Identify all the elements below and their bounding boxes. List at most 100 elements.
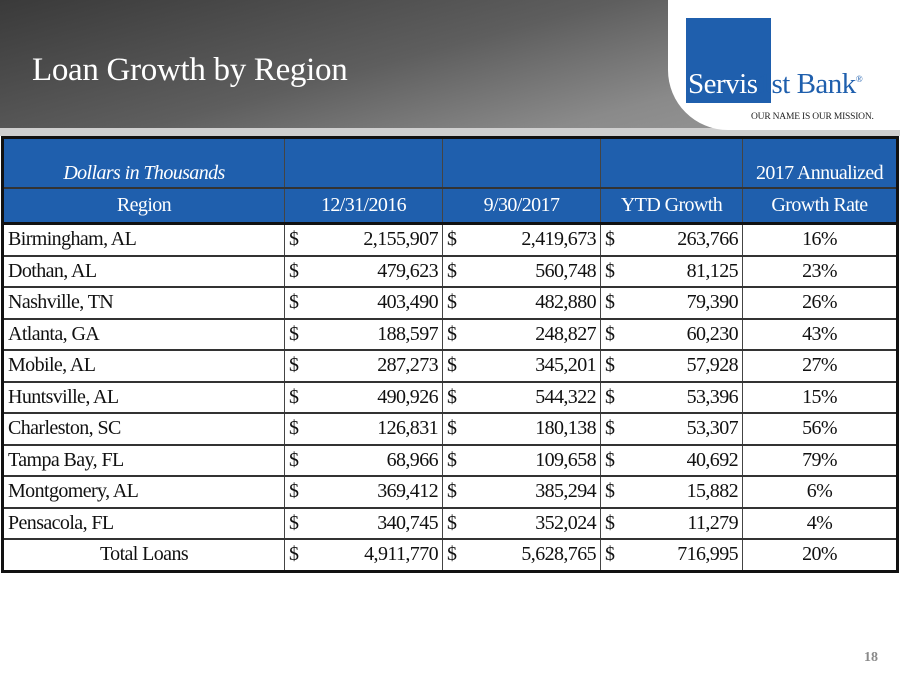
currency-symbol: $ bbox=[605, 291, 615, 314]
currency-symbol: $ bbox=[447, 417, 457, 440]
amount-cell-c3: $263,766 bbox=[600, 223, 743, 257]
amount-value: 79,390 bbox=[686, 291, 739, 314]
amount-value: 5,628,765 bbox=[521, 543, 596, 566]
header-annualized: 2017 Annualized bbox=[742, 137, 898, 189]
amount-value: 57,928 bbox=[686, 354, 739, 377]
amount-value: 352,024 bbox=[535, 511, 596, 534]
amount-value: 340,745 bbox=[377, 511, 438, 534]
currency-symbol: $ bbox=[289, 480, 299, 503]
amount-value: 60,230 bbox=[686, 322, 739, 345]
currency-symbol: $ bbox=[605, 259, 615, 282]
amount-cell-c2: $544,322 bbox=[442, 381, 601, 414]
header-ytd-growth: YTD Growth bbox=[600, 188, 743, 225]
amount-value: 180,138 bbox=[535, 417, 596, 440]
amount-cell-c3: $53,396 bbox=[600, 381, 743, 414]
amount-value: 2,419,673 bbox=[521, 228, 596, 251]
amount-cell-c3: $57,928 bbox=[600, 350, 743, 383]
currency-symbol: $ bbox=[447, 448, 457, 471]
table-row: Charleston, SC $126,831 $180,138 $53,307 56% bbox=[2, 413, 898, 446]
amount-value: 385,294 bbox=[535, 480, 596, 503]
header-divider bbox=[0, 128, 900, 136]
currency-symbol: $ bbox=[289, 543, 299, 566]
amount-value: 2,155,907 bbox=[363, 228, 438, 251]
table-row: Tampa Bay, FL $68,966 $109,658 $40,692 79% bbox=[2, 444, 898, 477]
growth-rate-cell: 6% bbox=[742, 476, 898, 509]
region-cell: Dothan, AL bbox=[2, 255, 285, 288]
currency-symbol: $ bbox=[289, 448, 299, 471]
amount-cell-c2: $482,880 bbox=[442, 287, 601, 320]
currency-symbol: $ bbox=[605, 228, 615, 251]
amount-cell-c2: $5,628,765 bbox=[442, 539, 601, 571]
logo-part1: Servis bbox=[688, 68, 758, 100]
amount-cell-c2: $385,294 bbox=[442, 476, 601, 509]
region-cell: Pensacola, FL bbox=[2, 507, 285, 540]
currency-symbol: $ bbox=[447, 385, 457, 408]
currency-symbol: $ bbox=[605, 543, 615, 566]
amount-value: 345,201 bbox=[535, 354, 596, 377]
currency-symbol: $ bbox=[289, 322, 299, 345]
amount-value: 479,623 bbox=[377, 259, 438, 282]
amount-cell-c1: $403,490 bbox=[284, 287, 443, 320]
amount-value: 403,490 bbox=[377, 291, 438, 314]
region-cell: Total Loans bbox=[2, 539, 285, 571]
amount-cell-c3: $53,307 bbox=[600, 413, 743, 446]
currency-symbol: $ bbox=[289, 291, 299, 314]
region-cell: Birmingham, AL bbox=[2, 223, 285, 257]
amount-value: 248,827 bbox=[535, 322, 596, 345]
currency-symbol: $ bbox=[447, 228, 457, 251]
growth-rate-cell: 43% bbox=[742, 318, 898, 351]
table-row: Mobile, AL $287,273 $345,201 $57,928 27% bbox=[2, 350, 898, 383]
currency-symbol: $ bbox=[447, 291, 457, 314]
currency-symbol: $ bbox=[605, 322, 615, 345]
growth-rate-cell: 27% bbox=[742, 350, 898, 383]
region-cell: Charleston, SC bbox=[2, 413, 285, 446]
amount-cell-c2: $345,201 bbox=[442, 350, 601, 383]
region-cell: Atlanta, GA bbox=[2, 318, 285, 351]
region-cell: Huntsville, AL bbox=[2, 381, 285, 414]
amount-cell-c2: $560,748 bbox=[442, 255, 601, 288]
logo-tagline: OUR NAME IS OUR MISSION. bbox=[751, 112, 874, 122]
units-note: Dollars in Thousands bbox=[2, 137, 285, 189]
currency-symbol: $ bbox=[447, 511, 457, 534]
growth-rate-cell: 23% bbox=[742, 255, 898, 288]
growth-rate-cell: 26% bbox=[742, 287, 898, 320]
amount-value: 544,322 bbox=[535, 385, 596, 408]
currency-symbol: $ bbox=[289, 354, 299, 377]
amount-value: 15,882 bbox=[686, 480, 739, 503]
amount-value: 81,125 bbox=[686, 259, 739, 282]
amount-value: 68,966 bbox=[386, 448, 439, 471]
amount-value: 53,396 bbox=[686, 385, 739, 408]
amount-cell-c1: $188,597 bbox=[284, 318, 443, 351]
region-cell: Montgomery, AL bbox=[2, 476, 285, 509]
currency-symbol: $ bbox=[447, 354, 457, 377]
table-row: Dothan, AL $479,623 $560,748 $81,125 23% bbox=[2, 255, 898, 288]
growth-rate-cell: 56% bbox=[742, 413, 898, 446]
amount-value: 482,880 bbox=[535, 291, 596, 314]
currency-symbol: $ bbox=[447, 480, 457, 503]
logo-part2: 1st Bank bbox=[757, 68, 857, 100]
amount-value: 188,597 bbox=[377, 322, 438, 345]
amount-cell-c3: $40,692 bbox=[600, 444, 743, 477]
amount-cell-c2: $248,827 bbox=[442, 318, 601, 351]
slide-title: Loan Growth by Region bbox=[32, 52, 348, 88]
header-12-31-2016: 12/31/2016 bbox=[284, 188, 443, 225]
amount-cell-c3: $11,279 bbox=[600, 507, 743, 540]
header-region: Region bbox=[2, 188, 285, 225]
table-row: Huntsville, AL $490,926 $544,322 $53,396 15% bbox=[2, 381, 898, 414]
logo-square bbox=[686, 18, 771, 103]
table-row: Nashville, TN $403,490 $482,880 $79,390 26% bbox=[2, 287, 898, 320]
loan-growth-table: Dollars in Thousands 2017 Annualized Reg… bbox=[1, 136, 899, 573]
header-row-1: Dollars in Thousands 2017 Annualized bbox=[2, 137, 898, 189]
amount-cell-c2: $352,024 bbox=[442, 507, 601, 540]
amount-value: 126,831 bbox=[377, 417, 438, 440]
currency-symbol: $ bbox=[447, 543, 457, 566]
currency-symbol: $ bbox=[289, 228, 299, 251]
table-row: Birmingham, AL $2,155,907 $2,419,673 $263,7… bbox=[2, 223, 898, 257]
header-9-30-2017: 9/30/2017 bbox=[442, 188, 601, 225]
currency-symbol: $ bbox=[605, 385, 615, 408]
amount-value: 287,273 bbox=[377, 354, 438, 377]
amount-cell-c1: $369,412 bbox=[284, 476, 443, 509]
table-row: Pensacola, FL $340,745 $352,024 $11,279 4% bbox=[2, 507, 898, 540]
currency-symbol: $ bbox=[447, 259, 457, 282]
table-row: Atlanta, GA $188,597 $248,827 $60,230 43% bbox=[2, 318, 898, 351]
